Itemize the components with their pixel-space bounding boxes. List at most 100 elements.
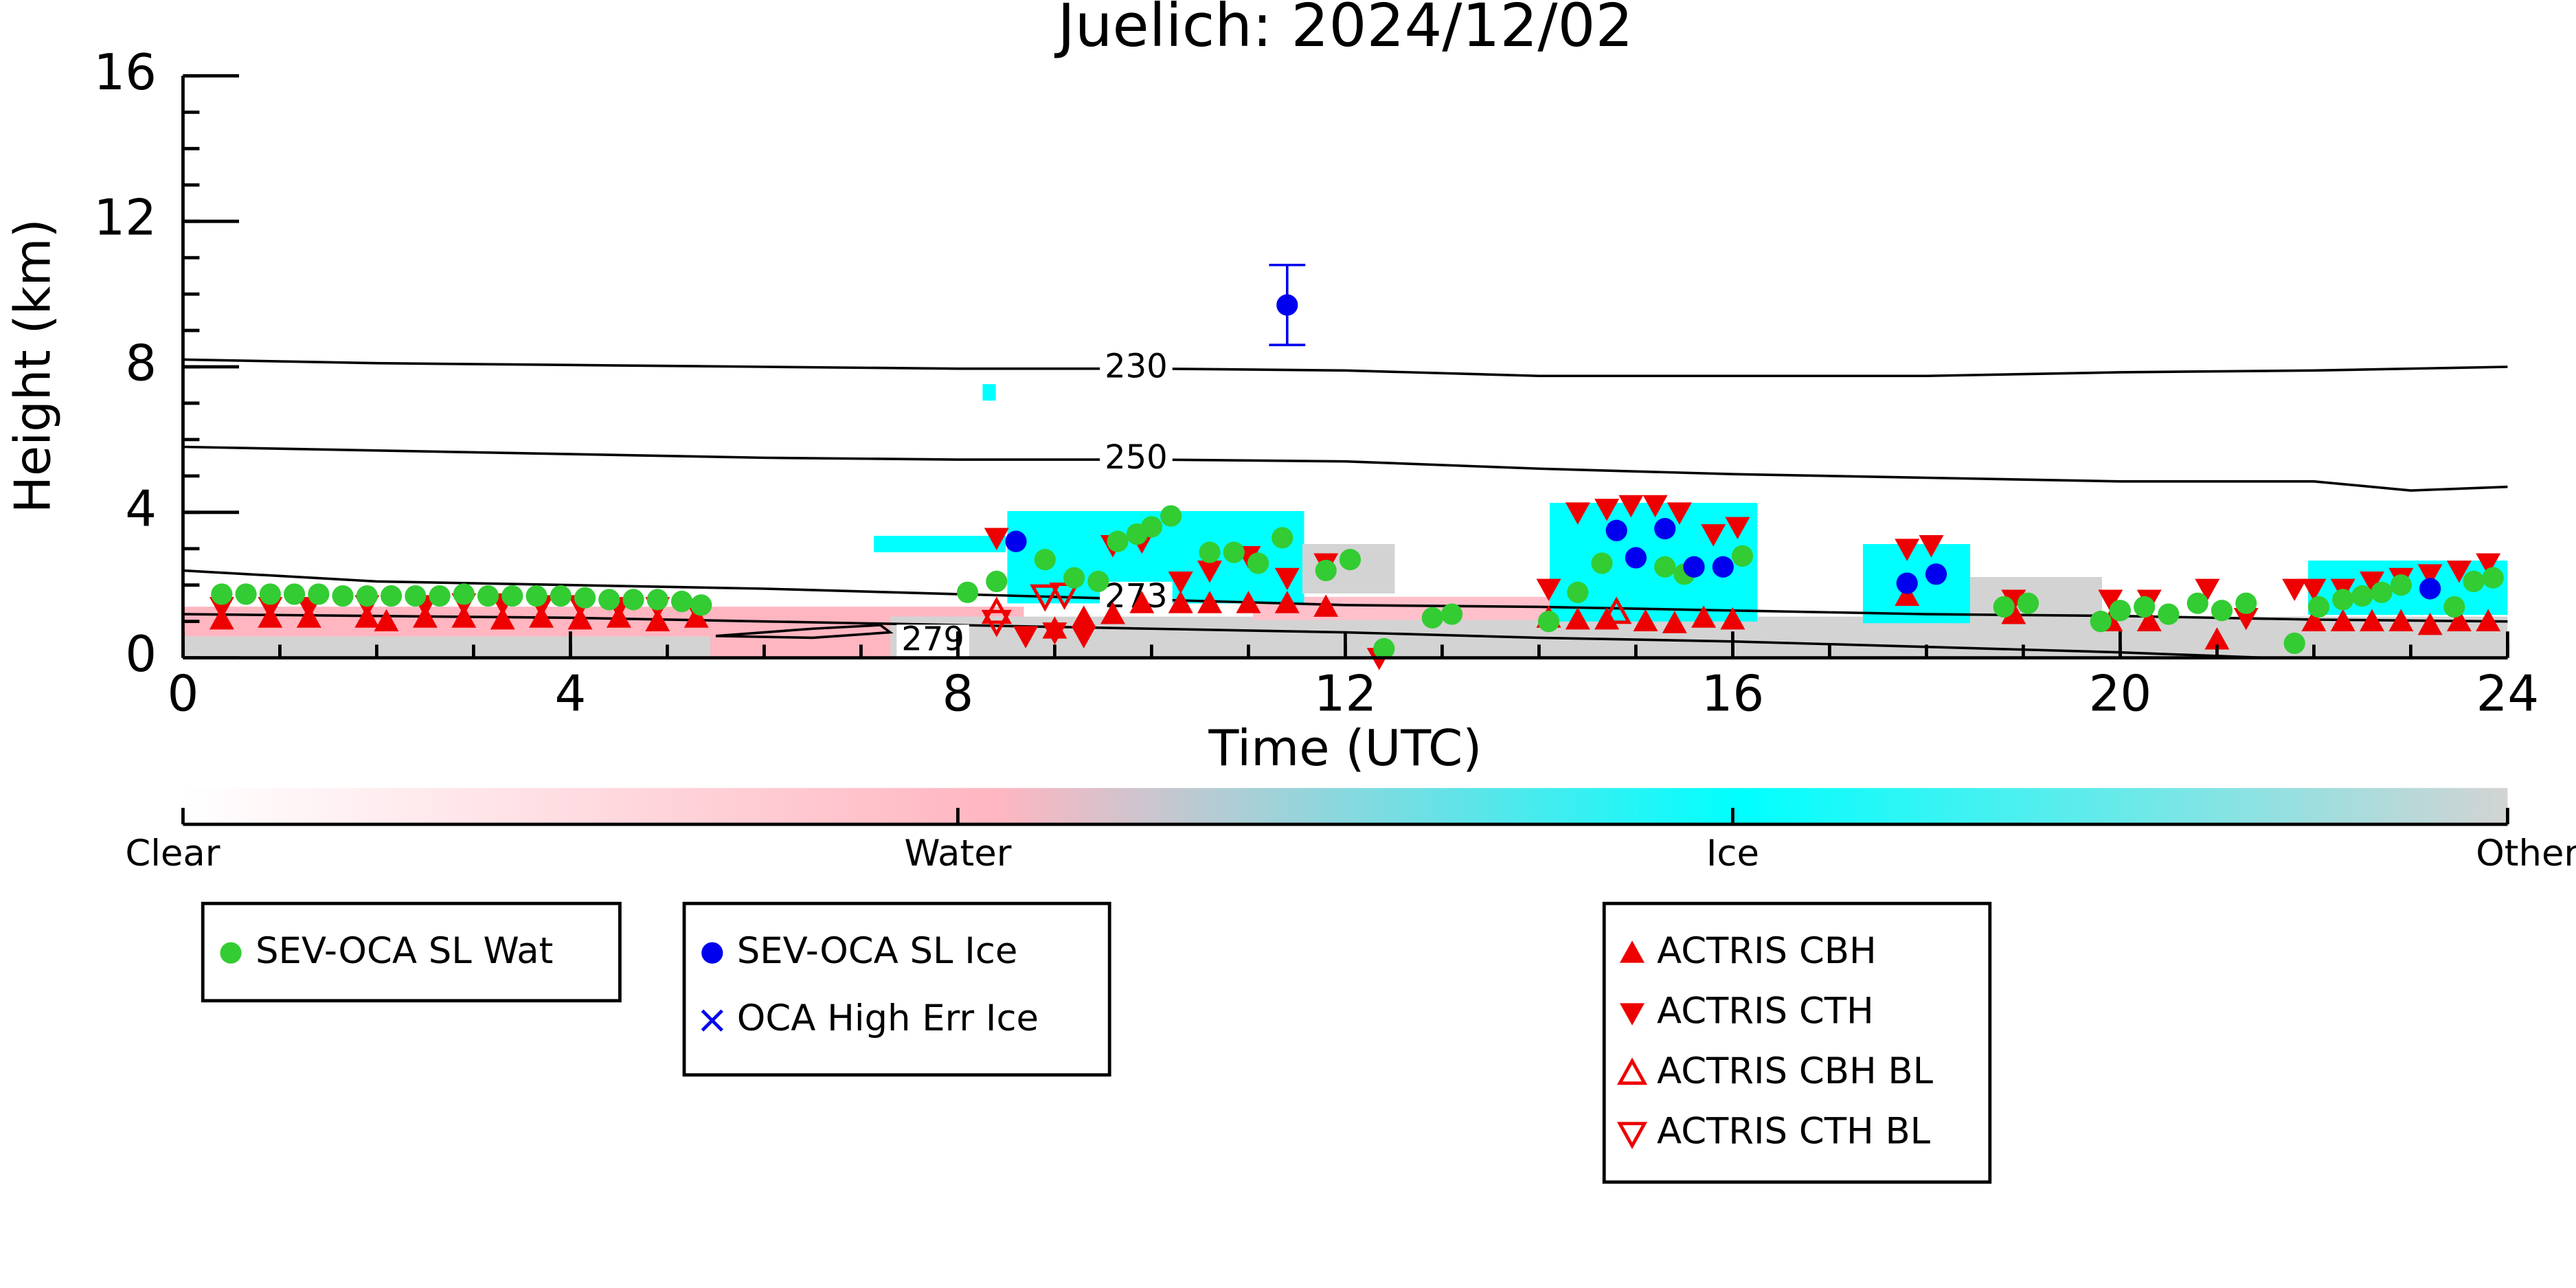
contour-label: 230 [1105, 348, 1168, 386]
marker [2307, 596, 2330, 618]
y-tick-label: 12 [93, 189, 157, 247]
marker [1919, 535, 1944, 558]
marker [405, 585, 427, 607]
colorbar-label: Ice [1706, 833, 1759, 874]
marker [1591, 552, 1613, 574]
marker [374, 609, 399, 632]
marker [2195, 578, 2220, 601]
legend-marker [1620, 940, 1645, 963]
marker [2446, 609, 2472, 632]
x-tick-label: 20 [2089, 665, 2152, 723]
marker [490, 607, 515, 630]
marker [646, 589, 668, 611]
ice-region [874, 536, 1006, 552]
marker [1565, 502, 1590, 525]
legend-marker [701, 942, 723, 964]
x-tick-label: 24 [2476, 665, 2540, 723]
marker [670, 590, 693, 613]
marker [283, 583, 306, 605]
marker [2211, 600, 2233, 622]
marker [453, 583, 475, 605]
marker [2330, 609, 2355, 632]
marker [1712, 556, 1734, 578]
marker [1691, 605, 1717, 628]
contour-line [183, 445, 2508, 492]
legend-label: SEV-OCA SL Ice [737, 930, 1018, 972]
marker [1565, 607, 1590, 630]
marker [981, 609, 1012, 637]
marker [2301, 609, 2327, 632]
marker [429, 585, 451, 607]
marker [2390, 574, 2412, 596]
marker [1895, 583, 1920, 606]
y-tick-label: 8 [125, 335, 157, 392]
contour-label: 279 [901, 620, 964, 658]
marker [1373, 637, 1395, 659]
contour-label-bg [1100, 352, 1173, 385]
legend-box [682, 901, 1111, 1077]
marker [645, 609, 670, 632]
marker [1247, 552, 1269, 574]
marker [550, 585, 572, 607]
marker [259, 583, 281, 605]
marker [598, 589, 620, 611]
legend-box [201, 901, 622, 1003]
marker [567, 607, 593, 630]
marker [1567, 581, 1589, 603]
y-axis-label: Height (km) [3, 218, 61, 513]
marker [2283, 632, 2305, 655]
legend-label: ACTRIS CTH [1657, 990, 1874, 1032]
marker [477, 585, 499, 607]
marker [2098, 589, 2123, 612]
marker [1197, 591, 1222, 613]
marker [2371, 581, 2393, 603]
legend-label: ACTRIS CBH [1657, 930, 1877, 972]
x-tick-label: 0 [167, 665, 199, 723]
marker [2282, 578, 2307, 601]
legend-marker [1620, 1003, 1645, 1026]
marker [1601, 596, 1632, 624]
x-tick-label: 12 [1314, 665, 1377, 723]
marker [1537, 611, 1560, 633]
marker [2419, 578, 2441, 600]
legend-marker [1616, 1057, 1648, 1085]
marker [2463, 570, 2485, 593]
marker [1725, 517, 1750, 539]
legend-label: ACTRIS CTH BL [1657, 1111, 1931, 1153]
other-region [183, 636, 711, 658]
marker [1618, 495, 1644, 518]
marker [1536, 578, 1561, 601]
marker [1168, 572, 1193, 594]
marker [1063, 567, 1085, 589]
marker [2235, 592, 2257, 614]
marker [1633, 609, 1658, 632]
marker [1223, 541, 1245, 563]
marker [2233, 607, 2259, 631]
legend-label: ACTRIS CBH BL [1657, 1050, 1934, 1092]
contour-label-bg [1100, 443, 1173, 477]
contour-line [715, 624, 894, 640]
marker [1274, 591, 1300, 613]
marker [1274, 567, 1300, 591]
colorbar-label: Other [2476, 833, 2576, 874]
marker [2476, 553, 2501, 576]
legend-label: OCA High Err Ice [737, 997, 1039, 1039]
marker [380, 585, 403, 607]
marker [1272, 527, 1293, 549]
marker [1107, 530, 1129, 552]
marker [1731, 545, 1754, 567]
marker [1654, 518, 1676, 540]
y-tick-label: 16 [93, 43, 157, 101]
marker [2109, 600, 2131, 622]
marker [2187, 592, 2208, 614]
marker [1720, 607, 1745, 630]
marker [526, 585, 547, 607]
marker [2301, 578, 2327, 601]
marker [1071, 626, 1096, 648]
legend-marker [701, 1009, 723, 1032]
marker [1642, 495, 1668, 518]
chart-title: Juelich: 2024/12/02 [1054, 0, 1633, 60]
marker [1168, 591, 1193, 613]
marker [1140, 516, 1162, 538]
marker [2388, 609, 2414, 632]
